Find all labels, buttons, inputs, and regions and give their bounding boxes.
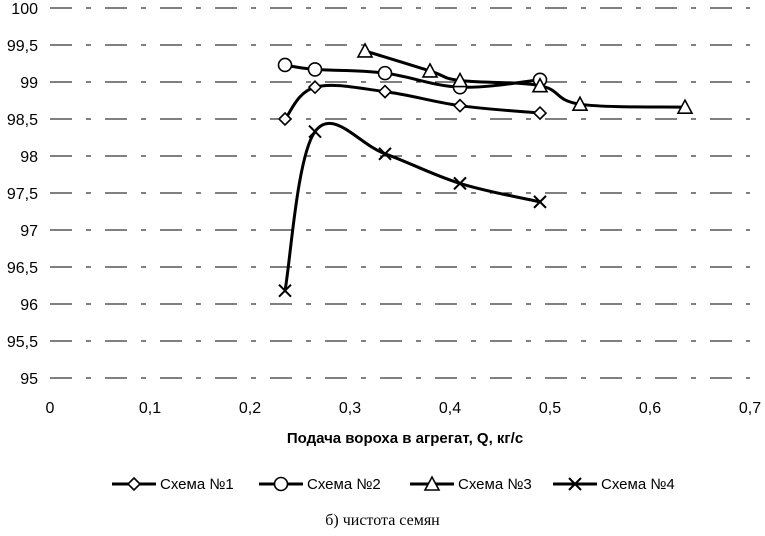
data-point-series-3 bbox=[356, 42, 374, 58]
data-point-series-3 bbox=[421, 62, 439, 78]
data-point-series-4 bbox=[308, 124, 322, 139]
y-tick-label: 97,5 bbox=[7, 186, 38, 203]
x-tick-label: 0 bbox=[46, 400, 55, 417]
y-tick-label: 96,5 bbox=[7, 260, 38, 277]
x-axis-title: Подача вороха в агрегат, Q, кг/с bbox=[287, 430, 523, 447]
x-tick-label: 0,6 bbox=[639, 400, 661, 417]
data-point-series-4 bbox=[278, 283, 292, 298]
series-lines bbox=[283, 49, 686, 291]
legend: Схема №1 Схема №2 Схема №3 Схема №4 bbox=[112, 475, 675, 493]
data-point-series-1 bbox=[307, 80, 323, 95]
data-point-series-4 bbox=[453, 176, 467, 191]
data-point-series-1 bbox=[277, 111, 293, 127]
data-point-series-2 bbox=[377, 65, 393, 81]
legend-label: Схема №4 bbox=[601, 476, 675, 493]
x-tick-label: 0,3 bbox=[339, 400, 361, 417]
data-point-series-3 bbox=[571, 95, 589, 111]
x-tick-label: 0,4 bbox=[439, 400, 461, 417]
data-point-series-1 bbox=[532, 105, 548, 121]
grid bbox=[50, 7, 750, 379]
x-tick-label: 0,5 bbox=[539, 400, 561, 417]
series-line-1 bbox=[283, 83, 541, 121]
x-tick-label: 0,2 bbox=[239, 400, 261, 417]
legend-marker bbox=[423, 475, 441, 491]
data-point-series-3 bbox=[676, 98, 694, 114]
legend-label: Схема №1 bbox=[160, 476, 234, 493]
legend-marker bbox=[126, 476, 142, 492]
caption: б) чистота семян bbox=[325, 512, 440, 529]
series-line-3 bbox=[364, 49, 686, 109]
y-tick-label: 100 bbox=[11, 1, 38, 18]
legend-marker bbox=[568, 477, 582, 491]
x-tick-label: 0,1 bbox=[139, 400, 161, 417]
x-tick-labels: 0 0,1 0,2 0,3 0,4 0,5 0,6 0,7 bbox=[46, 400, 762, 417]
y-tick-label: 96 bbox=[20, 297, 38, 314]
data-point-series-2 bbox=[277, 57, 293, 73]
x-tick-label: 0,7 bbox=[739, 400, 761, 417]
data-point-series-3 bbox=[451, 71, 469, 88]
data-point-series-4 bbox=[378, 147, 392, 161]
y-tick-label: 95 bbox=[20, 371, 38, 388]
legend-marker bbox=[273, 476, 289, 492]
y-tick-label: 99,5 bbox=[7, 38, 38, 55]
legend-label: Схема №2 bbox=[307, 476, 381, 493]
data-point-series-4 bbox=[533, 195, 547, 209]
y-tick-labels: 95 95,5 96 96,5 97 97,5 98 98,5 99 99,5 100 bbox=[7, 1, 38, 388]
legend-label: Схема №3 bbox=[458, 476, 532, 493]
data-point-series-1 bbox=[377, 84, 393, 99]
y-tick-label: 97 bbox=[20, 223, 38, 240]
y-tick-label: 95,5 bbox=[7, 334, 38, 351]
series-markers bbox=[277, 42, 694, 298]
data-point-series-2 bbox=[307, 62, 323, 77]
y-tick-label: 99 bbox=[20, 75, 38, 92]
y-tick-label: 98,5 bbox=[7, 112, 38, 129]
y-tick-label: 98 bbox=[20, 149, 38, 166]
data-point-series-3 bbox=[531, 77, 549, 93]
data-point-series-1 bbox=[452, 98, 468, 113]
series-line-4 bbox=[283, 121, 541, 291]
